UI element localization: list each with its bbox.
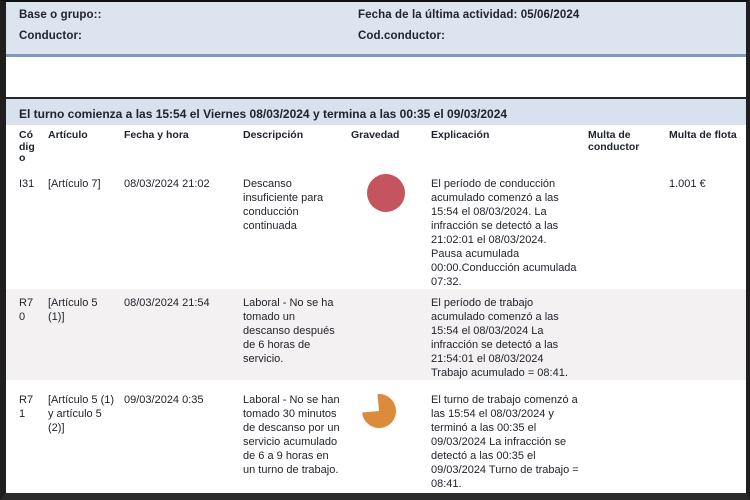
cell-severity xyxy=(351,290,431,292)
column-header-description: Descripción xyxy=(243,129,304,141)
cell-severity xyxy=(351,171,431,212)
cell-driver-fine xyxy=(588,290,669,296)
cell-explanation: El turno de trabajo comenzó a las 15:54 … xyxy=(431,393,579,490)
shift-banner: El turno comienza a las 15:54 el Viernes… xyxy=(6,97,746,125)
column-header-severity: Gravedad xyxy=(351,129,400,141)
table-row: I31 [Artículo 7] 08/03/2024 21:02 Descan… xyxy=(6,171,746,289)
table-header-row: Código Artículo Fecha y hora Descripción… xyxy=(6,125,746,171)
column-header-fleet-fine: Multa de flota xyxy=(669,129,737,141)
cell-code: R71 xyxy=(19,393,34,420)
severity-circle-icon xyxy=(367,173,405,212)
column-header-code: Código xyxy=(19,129,35,164)
column-header-explanation: Explicación xyxy=(431,129,490,141)
cell-driver-fine xyxy=(588,387,669,393)
last-activity-label: Fecha de la última actividad: 05/06/2024 xyxy=(358,9,580,21)
cell-driver-fine xyxy=(588,171,669,177)
violations-table: Código Artículo Fecha y hora Descripción… xyxy=(6,125,746,494)
driver-label: Conductor: xyxy=(19,30,82,42)
cell-datetime: 09/03/2024 0:35 xyxy=(124,393,204,406)
report-header-row-1: Base o grupo:: Fecha de la última activi… xyxy=(19,9,746,21)
column-header-datetime: Fecha y hora xyxy=(124,129,189,141)
cell-article: [Artículo 5 (1) y artículo 5 (2)] xyxy=(48,393,115,434)
column-header-article: Artículo xyxy=(48,129,88,141)
severity-pie-icon xyxy=(362,393,397,428)
table-row: R71 [Artículo 5 (1) y artículo 5 (2)] 09… xyxy=(6,387,746,494)
cell-datetime: 08/03/2024 21:54 xyxy=(124,296,210,309)
cell-datetime: 08/03/2024 21:02 xyxy=(124,177,210,190)
cell-code: I31 xyxy=(19,177,35,190)
cell-description: Laboral - No se han tomado 30 minutos de… xyxy=(243,393,340,476)
cell-explanation: El período de trabajo acumulado comenzó … xyxy=(431,296,568,379)
cell-article: [Artículo 7] xyxy=(48,177,101,190)
report-header: Base o grupo:: Fecha de la última activi… xyxy=(6,2,746,57)
column-header-driver-fine: Multa de conductor xyxy=(588,129,640,153)
cell-article: [Artículo 5 (1)] xyxy=(48,296,98,323)
base-group-label: Base o grupo:: xyxy=(19,9,102,21)
report-header-row-2: Conductor: Cod.conductor: xyxy=(19,30,746,42)
driver-code-label: Cod.conductor: xyxy=(358,30,445,42)
cell-description: Descanso insuficiente para conducción co… xyxy=(243,177,324,232)
shift-banner-text: El turno comienza a las 15:54 el Viernes… xyxy=(19,107,508,121)
cell-code: R70 xyxy=(19,296,34,323)
table-row: R70 [Artículo 5 (1)] 08/03/2024 21:54 La… xyxy=(6,288,746,380)
cell-fleet-fine: 1.001 € xyxy=(669,177,706,190)
cell-fleet-fine xyxy=(669,290,746,296)
cell-description: Laboral - No se ha tomado un descanso de… xyxy=(243,296,335,365)
cell-explanation: El período de conducción acumulado comen… xyxy=(431,177,577,288)
cell-severity xyxy=(351,387,431,429)
cell-fleet-fine xyxy=(669,387,746,393)
